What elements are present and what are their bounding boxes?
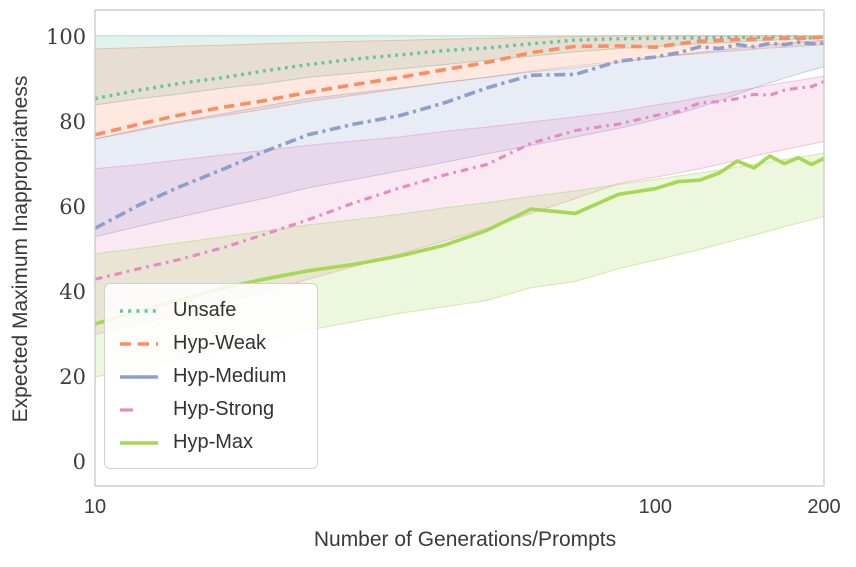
band-edge [95, 75, 824, 170]
legend-label: Hyp-Weak [173, 332, 266, 354]
legend-swatch-solid-icon [120, 440, 158, 445]
legend-label: Unsafe [173, 299, 237, 321]
y-tick-label: 40 [59, 280, 86, 304]
x-tick-label: 10 [83, 496, 107, 518]
legend-item-unsafe: Unsafe [119, 294, 317, 327]
series-line-hyp-max [95, 154, 824, 326]
band-edge [95, 39, 824, 140]
band-edge [95, 44, 824, 140]
legend-item-hyp-weak: Hyp-Weak [119, 327, 317, 360]
band-hyp-weak [95, 35, 824, 140]
series-line-hyp-strong [95, 80, 824, 281]
legend-swatch-dashed-icon [120, 341, 158, 346]
legend: Unsafe Hyp-Weak Hyp-Medium Hyp-Strong Hy… [104, 283, 318, 469]
legend-swatch-dashdot-icon [120, 374, 158, 379]
y-tick-label: 0 [72, 450, 86, 474]
legend-label: Hyp-Medium [173, 365, 287, 387]
legend-item-hyp-strong: Hyp-Strong [119, 393, 317, 426]
x-tick-label: 100 [638, 496, 672, 518]
band-edge [95, 152, 824, 255]
y-axis-label: Expected Maximum Inappropriatness [9, 75, 32, 423]
series-line-hyp-medium [95, 40, 824, 230]
legend-label: Hyp-Strong [173, 398, 275, 420]
legend-swatch-dotted-icon [120, 308, 158, 313]
y-tick-label: 60 [59, 195, 86, 219]
band-unsafe [95, 35, 824, 106]
band-hyp-strong [95, 76, 824, 335]
y-tick-label: 100 [46, 25, 87, 49]
y-tick-label: 20 [59, 365, 86, 389]
legend-item-hyp-max: Hyp-Max [119, 426, 317, 459]
x-tick-label: 200 [807, 496, 841, 518]
x-axis-label: Number of Generations/Prompts [313, 528, 617, 551]
y-tick-label: 80 [59, 110, 86, 134]
series-line-hyp-weak [95, 35, 824, 137]
legend-label: Hyp-Max [173, 431, 254, 453]
axes-spines [94, 9, 825, 487]
band-edge [95, 66, 824, 238]
legend-item-hyp-medium: Hyp-Medium [119, 360, 317, 393]
legend-swatch-sparsedash-icon [120, 407, 133, 412]
band-hyp-medium [95, 40, 824, 237]
